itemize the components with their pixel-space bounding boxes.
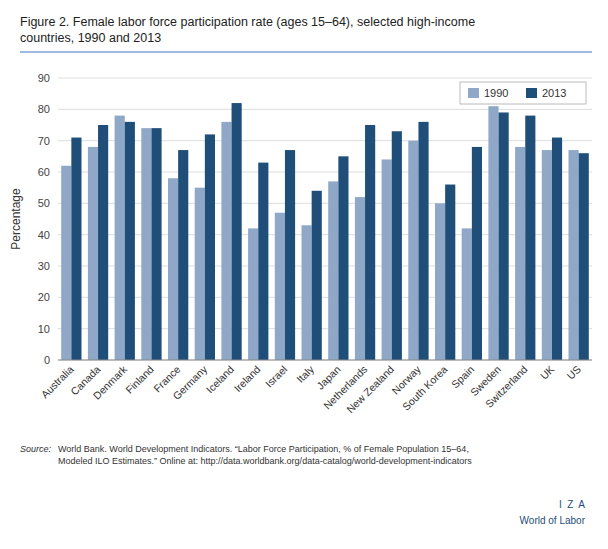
grid-line	[58, 109, 592, 110]
bar	[178, 150, 188, 360]
x-tick-label: Denmark	[91, 362, 130, 401]
grid-line	[58, 266, 592, 267]
bar	[515, 147, 525, 360]
x-tick-label: South Korea	[400, 363, 450, 413]
bar	[232, 103, 242, 360]
bar	[418, 122, 428, 360]
bar	[88, 147, 98, 360]
legend: 1990 2013	[460, 82, 586, 104]
bar	[168, 178, 178, 360]
legend-swatch	[526, 88, 537, 98]
bar	[221, 122, 231, 360]
grid-line	[58, 297, 592, 298]
y-tick-label: 80	[38, 103, 50, 115]
y-tick-label: 70	[38, 135, 50, 147]
legend-label: 2013	[542, 87, 566, 99]
title: Figure 2. Female labor force participati…	[20, 15, 475, 45]
source-text: World Bank. World Development Indicators…	[58, 444, 472, 466]
grid-line	[58, 172, 592, 173]
bar	[408, 141, 418, 360]
x-tick-label: Israel	[263, 363, 290, 390]
legend-frame	[460, 82, 586, 104]
grid-line	[58, 234, 592, 235]
bar	[445, 185, 455, 360]
bar	[365, 125, 375, 360]
source-label: Source:	[20, 444, 52, 454]
bar	[328, 181, 338, 360]
x-tick-label: Australia	[38, 363, 75, 400]
bar	[205, 134, 215, 360]
grid-line	[58, 328, 592, 329]
x-tick-label: New Zealand	[344, 363, 396, 415]
bar	[542, 150, 552, 360]
bar	[195, 188, 205, 360]
legend-swatch	[468, 88, 479, 98]
bar	[98, 125, 108, 360]
logo-text: I Z A	[559, 499, 585, 510]
y-tick-label: 50	[38, 197, 50, 209]
bar	[488, 106, 498, 360]
text-line: countries, 1990 and 2013	[20, 31, 161, 45]
bar	[552, 138, 562, 360]
bar	[248, 228, 258, 360]
bar	[115, 116, 125, 360]
grid-line	[58, 140, 592, 141]
y-tick-label: 30	[38, 260, 50, 272]
bars	[61, 103, 589, 360]
x-tick-label: Ireland	[231, 363, 262, 394]
bar	[435, 203, 445, 360]
y-tick-label: 40	[38, 229, 50, 241]
grid-line	[58, 78, 592, 79]
x-tick-label: Switzerland	[483, 363, 530, 410]
bar	[382, 159, 392, 360]
bar	[392, 131, 402, 360]
y-tick-label: 20	[38, 291, 50, 303]
x-tick-label: Germany	[170, 362, 210, 402]
x-tick-label: Iceland	[204, 363, 237, 396]
y-tick-label: 0	[44, 354, 50, 366]
bar	[302, 225, 312, 360]
text-line: World Bank. World Development Indicators…	[58, 444, 469, 454]
title-rule	[20, 52, 592, 53]
x-tick-label: UK	[538, 363, 557, 382]
x-tick-label: Italy	[294, 362, 317, 385]
legend-label: 1990	[484, 87, 508, 99]
bar	[151, 128, 161, 360]
bar	[579, 153, 589, 360]
bar	[462, 228, 472, 360]
logo-text: World of Labor	[520, 515, 586, 526]
bar	[525, 116, 535, 360]
text-line: Figure 2. Female labor force participati…	[20, 15, 475, 29]
bar	[499, 112, 509, 360]
text-line: Modeled ILO Estimates.” Online at: http:…	[58, 456, 472, 466]
grid	[58, 78, 592, 360]
bar	[71, 138, 81, 360]
x-axis-line	[58, 360, 592, 361]
bar	[125, 122, 135, 360]
bar	[338, 156, 348, 360]
x-tick-label: US	[564, 363, 583, 382]
bar	[285, 150, 295, 360]
chart: Figure 2. Female labor force participati…	[0, 0, 608, 549]
bar	[141, 128, 151, 360]
bar	[569, 150, 579, 360]
y-tick-label: 60	[38, 166, 50, 178]
grid-line	[58, 203, 592, 204]
bar	[472, 147, 482, 360]
grid-line	[58, 360, 592, 361]
y-tick-label: 90	[38, 72, 50, 84]
bar	[355, 197, 365, 360]
bar	[312, 191, 322, 360]
bar	[258, 163, 268, 360]
bar	[275, 213, 285, 360]
bar	[61, 166, 71, 360]
y-tick-label: 10	[38, 323, 50, 335]
x-tick-label: Finland	[123, 363, 156, 396]
y-axis-label: Percentage	[9, 188, 23, 250]
